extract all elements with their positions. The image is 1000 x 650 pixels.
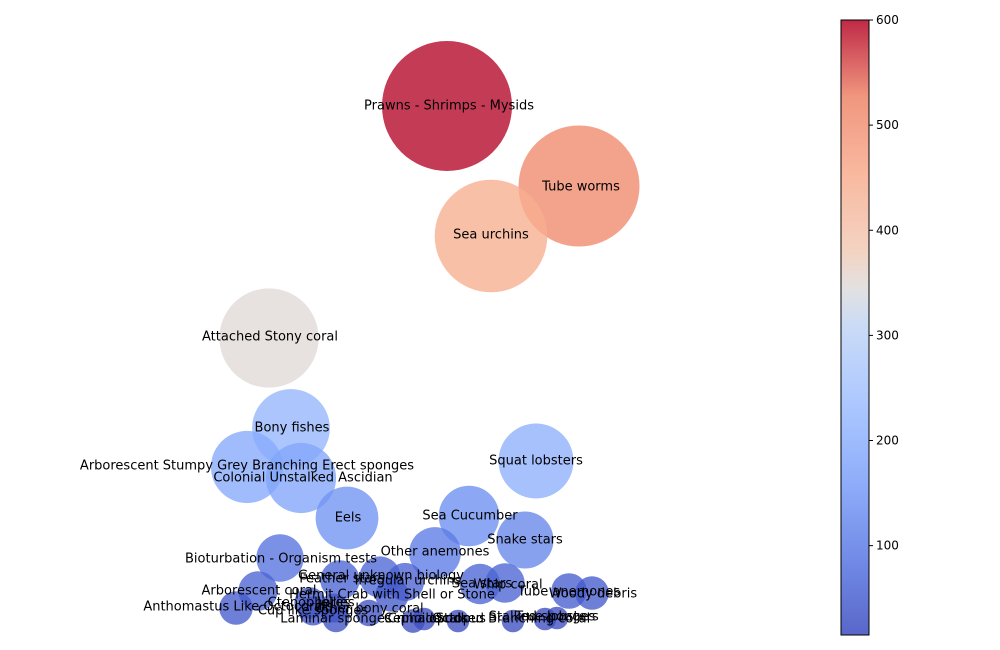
bubble [315, 486, 379, 550]
bubble-label: Octopus [432, 612, 486, 627]
bubble-label: Irregular urchins [355, 574, 462, 589]
bubble-label: Cephalopods [384, 612, 469, 627]
colorbar-tick-label: 200 [876, 434, 899, 448]
bubble-label: Stalked Branching coral [436, 612, 591, 627]
colorbar-tick-label: 300 [876, 328, 899, 342]
bubble-label: Stalked sponges [489, 610, 596, 625]
bubble-label: Sea urchins [453, 228, 529, 243]
bubble [438, 485, 500, 547]
bubble-label: Laminar sponges [280, 612, 392, 627]
bubble [355, 599, 383, 627]
bubble [322, 605, 350, 633]
bubble [320, 560, 360, 600]
bubble [256, 534, 304, 582]
colorbar-tick-label: 500 [876, 118, 899, 132]
colorbar-tick-label: 600 [876, 13, 899, 27]
bubble-label: Arborescent coral [202, 584, 317, 599]
bubble [219, 288, 319, 388]
bubble [496, 511, 554, 569]
bubble-layer [210, 41, 640, 633]
colorbar-frame [840, 19, 870, 636]
colorbar-tick-label: 400 [876, 223, 899, 237]
bubble [501, 609, 525, 633]
bubble-label: True lobsters [514, 610, 599, 625]
colorbar-tick-label: 100 [876, 539, 899, 553]
bubble-label: Squat lobsters [489, 454, 583, 469]
bubble-label: Bioturbation - Organism tests [185, 552, 377, 567]
bubble-label: Prawns - Shrimps - Mysids [364, 99, 534, 114]
bubble [485, 563, 525, 603]
bubble-label: Sea Cucumber [422, 509, 518, 524]
label-layer: Prawns - Shrimps - Mysids Tube worms Sea u… [80, 99, 637, 627]
bubble [498, 423, 574, 499]
colorbar-gradient [841, 20, 869, 635]
bubble-label: Jellies [316, 596, 355, 611]
bubble [219, 591, 253, 625]
bubble-label: Other anemones [381, 545, 490, 560]
bubble-label: Other bony coral [314, 602, 423, 617]
bubble-label: Crinoids [388, 612, 441, 627]
bubble-label: Woody debris [549, 587, 638, 602]
bubble [412, 607, 436, 631]
bubble-label: Whip coral [473, 578, 542, 593]
bubble-label: Sea stars [452, 577, 513, 592]
bubble-label: Feather stars [299, 572, 385, 587]
bubble-label: Anthomastus Like Octocorals [143, 600, 333, 615]
bubble-label: Colonial Unstalked Ascidian [213, 471, 392, 486]
bubble-label: Tube anemones [517, 585, 621, 600]
bubble [434, 179, 548, 293]
bubble-label: Bony fishes [255, 421, 330, 436]
bubble-label: Eels [335, 511, 362, 526]
bubble-label: General unknown biology [298, 569, 464, 584]
bubble [382, 41, 512, 171]
colorbar-ticks: 100 200 300 400 500 600 [869, 13, 899, 553]
bubble-label: Hermit Crab with Shell or Stone [289, 588, 495, 603]
bubble-label: Snake stars [487, 533, 563, 548]
bubble [375, 578, 409, 612]
bubble [446, 609, 470, 633]
bubble-label: Arborescent Stumpy Grey Branching Erect … [80, 459, 414, 474]
bubble [265, 442, 337, 514]
bubble-label: Attached Stony coral [202, 330, 338, 345]
bubble [518, 125, 640, 247]
bubble [210, 430, 284, 504]
colorbar: 100 200 300 400 500 600 [840, 13, 899, 636]
bubble [545, 606, 569, 630]
bubble-label: Tube worms [541, 180, 620, 195]
bubble [575, 576, 609, 610]
bubble [409, 527, 461, 579]
bubble-label: Ctenophores [268, 596, 351, 611]
bubble [298, 596, 328, 626]
bubble-label: Cup like sponges [258, 604, 369, 619]
